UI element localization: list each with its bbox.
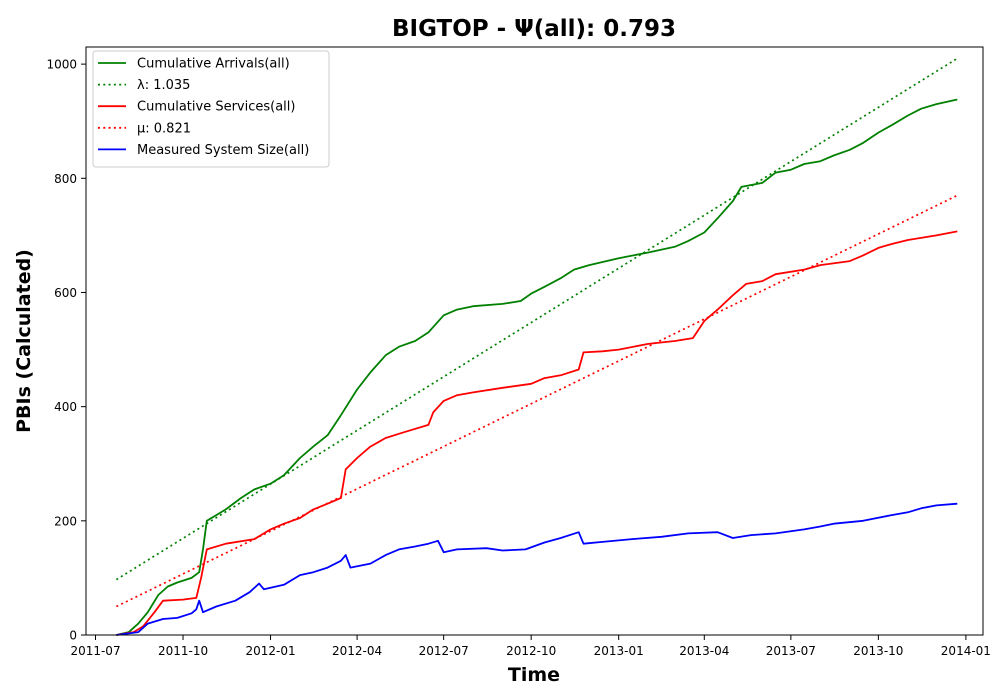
legend-label-3: Cumulative Services(all) bbox=[137, 100, 295, 115]
legend-label-1: Cumulative Arrivals(all) bbox=[137, 57, 290, 72]
x-tick-label: 2012-07 bbox=[419, 644, 469, 658]
y-tick-label: 1000 bbox=[46, 58, 77, 72]
legend-label-4: μ: 0.821 bbox=[137, 121, 191, 136]
y-tick-label: 0 bbox=[69, 629, 77, 643]
series-line-2 bbox=[115, 57, 958, 581]
series-line-1 bbox=[116, 98, 958, 636]
x-axis: 2011-07 2011-10 2012-01 2012-04 2012-07 2012-… bbox=[70, 635, 991, 658]
series-line-5 bbox=[116, 502, 958, 636]
chart-title: BIGTOP - Ψ(all): 0.793 bbox=[392, 16, 676, 42]
y-axis: 0 200 400 600 800 1000 bbox=[46, 58, 86, 643]
x-tick-label: 2013-04 bbox=[679, 644, 729, 658]
x-tick-label: 2013-01 bbox=[594, 644, 644, 658]
legend: Cumulative Arrivals(all) λ: 1.035 Cumulati… bbox=[92, 50, 330, 168]
x-tick-label: 2011-07 bbox=[70, 644, 120, 658]
series-line-4 bbox=[116, 194, 958, 608]
y-tick-label: 400 bbox=[54, 400, 77, 414]
x-tick-label: 2011-10 bbox=[158, 644, 208, 658]
legend-box bbox=[92, 50, 330, 168]
y-axis-title: PBIs (Calculated) bbox=[13, 249, 35, 433]
y-tick-label: 600 bbox=[54, 286, 77, 300]
x-tick-label: 2014-01 bbox=[941, 644, 991, 658]
x-tick-label: 2013-10 bbox=[853, 644, 903, 658]
x-axis-title: Time bbox=[508, 664, 560, 686]
legend-label-2: λ: 1.035 bbox=[137, 78, 190, 93]
x-tick-label: 2012-04 bbox=[332, 644, 382, 658]
plot-area bbox=[85, 46, 984, 636]
y-tick-label: 200 bbox=[54, 514, 77, 528]
plot-frame bbox=[85, 46, 984, 636]
x-tick-label: 2012-10 bbox=[506, 644, 556, 658]
x-tick-label: 2012-01 bbox=[245, 644, 295, 658]
legend-label-5: Measured System Size(all) bbox=[137, 143, 309, 158]
x-tick-label: 2013-07 bbox=[766, 644, 816, 658]
series-line-3 bbox=[116, 230, 958, 636]
y-tick-label: 800 bbox=[54, 172, 77, 186]
